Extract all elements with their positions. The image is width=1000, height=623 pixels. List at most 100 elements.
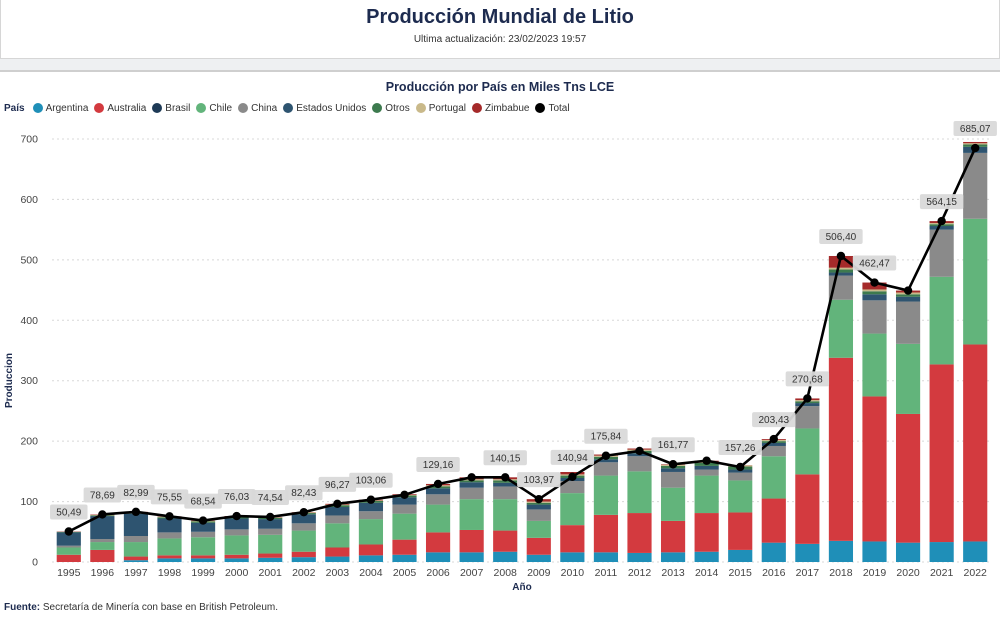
bar-segment-argentina — [930, 542, 954, 562]
bar-segment-chile — [292, 531, 316, 552]
bar-segment-australia — [258, 554, 282, 558]
x-tick-label: 2022 — [964, 567, 988, 579]
bar-segment-chile — [661, 488, 685, 521]
bar-segment-argentina — [963, 541, 987, 562]
bar-segment-australia — [359, 544, 383, 555]
bar-segment-argentina — [896, 543, 920, 562]
x-tick-label: 2007 — [460, 567, 484, 579]
x-tick-label: 2021 — [930, 567, 954, 579]
bar-segment-australia — [762, 499, 786, 543]
bar-segment-australia — [829, 358, 853, 541]
data-label: 270,68 — [792, 374, 823, 385]
bar-segment-china — [359, 511, 383, 519]
bar-segment-china — [661, 472, 685, 488]
bar-segment-estados-unidos — [795, 403, 819, 406]
data-label-group: 74,54 — [251, 490, 289, 505]
total-point — [501, 473, 509, 481]
x-tick-label: 2015 — [729, 567, 753, 579]
bar-segment-china — [594, 462, 618, 475]
bar-segment-chile — [560, 493, 584, 525]
bar-segment-china — [527, 509, 551, 520]
bar-segment-chile — [90, 542, 114, 550]
bar-segment-china — [695, 470, 719, 476]
bar-segment-chile — [57, 547, 81, 554]
bar-segment-china — [157, 532, 181, 538]
bar-segment-portugal — [829, 268, 853, 270]
x-tick-label: 2001 — [259, 567, 283, 579]
bar-segment-argentina — [862, 541, 886, 562]
x-axis-label: Año — [512, 582, 531, 593]
bar-segment-chile — [460, 499, 484, 530]
bar-segment-chile — [795, 428, 819, 474]
data-label: 103,97 — [523, 475, 554, 486]
data-label-group: 161,77 — [651, 437, 694, 452]
bar-segment-otros — [829, 270, 853, 273]
bar-segment-estados-unidos — [359, 503, 383, 511]
y-tick-label: 300 — [20, 375, 38, 387]
bar-segment-chile — [762, 456, 786, 498]
bar-segment-argentina — [795, 544, 819, 562]
data-label-group: 129,16 — [416, 457, 459, 472]
data-label: 564,15 — [926, 197, 957, 208]
bar-segment-australia — [795, 474, 819, 543]
bar-segment-argentina — [829, 541, 853, 562]
total-point — [837, 252, 845, 260]
bar-segment-australia — [157, 555, 181, 558]
data-label: 140,15 — [490, 453, 521, 464]
bar-segment-argentina — [225, 558, 249, 562]
data-label: 96,27 — [325, 480, 350, 491]
bar-segment-china — [191, 532, 215, 537]
bar-segment-australia — [460, 530, 484, 552]
bar-segment-argentina — [191, 558, 215, 562]
total-point — [971, 144, 979, 152]
y-tick-label: 0 — [32, 557, 38, 569]
bar-segment-australia — [594, 515, 618, 552]
bar-segment-china — [325, 515, 349, 523]
total-point — [669, 460, 677, 468]
data-label: 76,03 — [224, 492, 249, 503]
data-label: 685,07 — [960, 124, 991, 135]
data-label-group: 157,26 — [719, 440, 762, 455]
bar-segment-australia — [57, 555, 81, 562]
total-point — [635, 447, 643, 455]
bar-segment-argentina — [661, 552, 685, 562]
bar-segment-australia — [728, 512, 752, 549]
bar-segment-australia — [527, 538, 551, 555]
total-point — [870, 278, 878, 286]
total-point — [98, 510, 106, 518]
total-point — [702, 457, 710, 465]
y-tick-label: 100 — [20, 496, 38, 508]
bar-segment-chile — [493, 499, 517, 530]
x-tick-label: 2000 — [225, 567, 249, 579]
data-label: 50,49 — [56, 507, 81, 518]
bar-segment-estados-unidos — [829, 273, 853, 276]
x-tick-label: 2008 — [494, 567, 518, 579]
data-label-group: 103,97 — [517, 472, 560, 487]
data-label-group: 506,40 — [819, 229, 862, 244]
bar-segment-australia — [695, 513, 719, 552]
x-tick-label: 1999 — [191, 567, 215, 579]
bar-segment-chile — [157, 538, 181, 555]
total-point — [266, 513, 274, 521]
total-point — [165, 512, 173, 520]
data-label-group: 270,68 — [786, 371, 829, 386]
x-tick-label: 2017 — [796, 567, 820, 579]
bar-segment-china — [90, 539, 114, 542]
data-label-group: 175,84 — [584, 429, 627, 444]
data-label-group: 75,55 — [151, 489, 189, 504]
bar-segment-chile — [325, 523, 349, 547]
bar-segment-chile — [896, 344, 920, 414]
data-label-group: 50,49 — [50, 504, 88, 519]
bar-segment-australia — [124, 557, 148, 561]
bar-segment-australia — [392, 540, 416, 555]
total-point — [736, 463, 744, 471]
bar-segment-chile — [225, 535, 249, 554]
bar-segment-chile — [930, 277, 954, 365]
bar-segment-australia — [627, 513, 651, 553]
bar-segment-argentina — [627, 553, 651, 562]
bar-segment-argentina — [560, 552, 584, 562]
source-label: Fuente: — [4, 602, 40, 613]
bar-segment-australia — [862, 396, 886, 541]
bar-segment-chile — [359, 519, 383, 544]
total-point — [199, 516, 207, 524]
